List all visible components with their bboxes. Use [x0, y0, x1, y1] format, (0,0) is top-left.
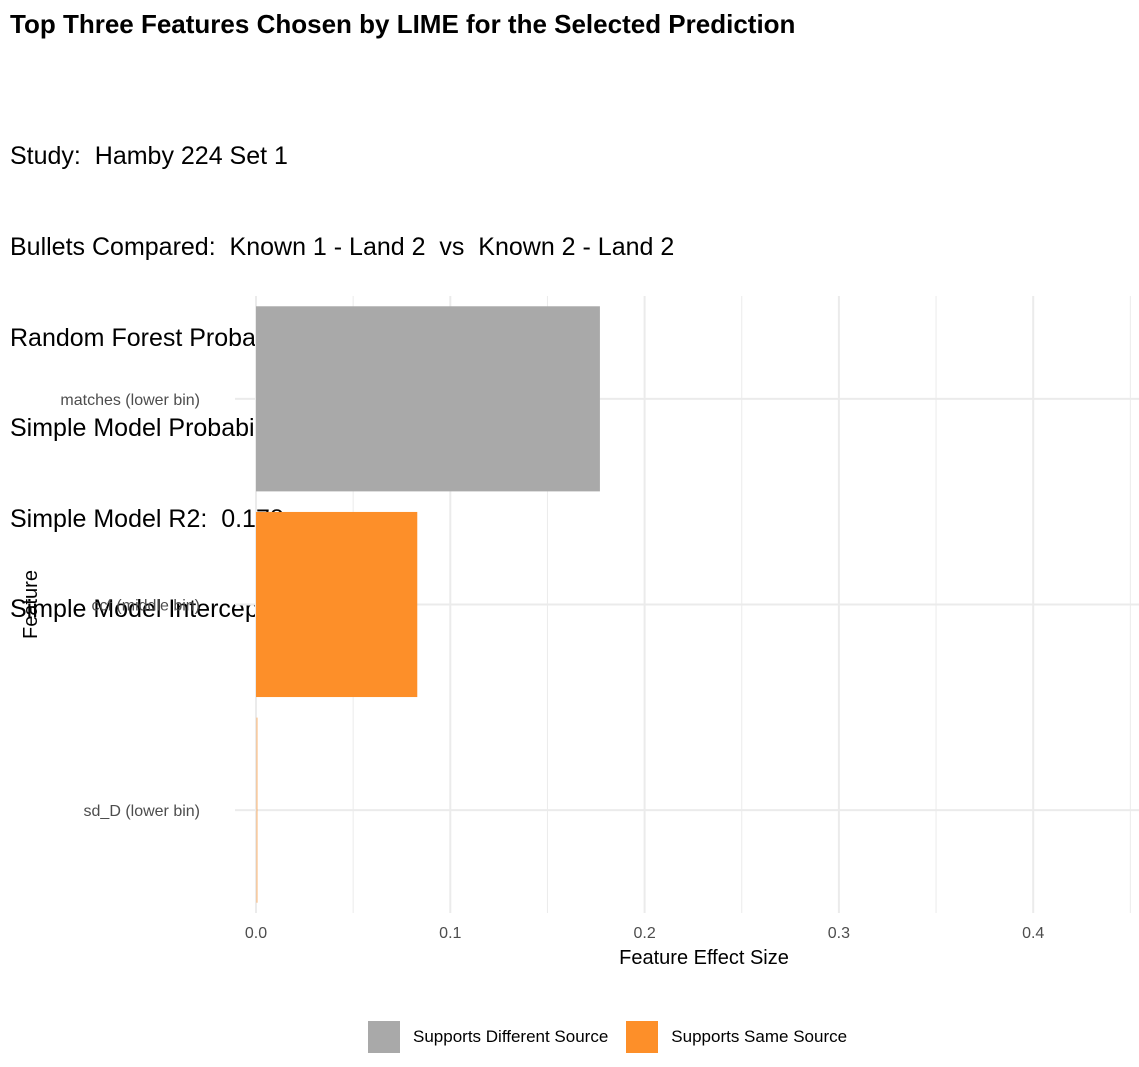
legend: Supports Different Source Supports Same …	[368, 1021, 865, 1053]
x-tick-label: 0.4	[1022, 925, 1044, 942]
y-axis-title: Feature	[20, 570, 42, 639]
legend-item-different-source: Supports Different Source	[368, 1021, 608, 1053]
legend-label-different-source: Supports Different Source	[413, 1027, 609, 1046]
legend-key-different-source	[368, 1021, 400, 1053]
x-axis-title: Feature Effect Size	[619, 947, 789, 969]
legend-label-same-source: Supports Same Source	[671, 1027, 848, 1046]
bar-1	[256, 306, 600, 492]
axis-tick-labels: matches (lower bin) ccf (middle bin) sd_D …	[60, 392, 1044, 942]
y-tick-label: ccf (middle bin)	[92, 598, 200, 615]
x-tick-label: 0.1	[439, 925, 461, 942]
feature-effect-chart: matches (lower bin) ccf (middle bin) sd_D …	[20, 296, 1139, 969]
bar-2	[256, 511, 418, 698]
x-tick-label: 0.3	[828, 925, 850, 942]
chart-title: Top Three Features Chosen by LIME for th…	[10, 9, 796, 39]
legend-item-same-source: Supports Same Source	[626, 1021, 847, 1053]
bar-3	[256, 717, 258, 903]
y-tick-label: sd_D (lower bin)	[84, 803, 200, 820]
subtitle-bullets-compared: Bullets Compared: Known 1 - Land 2 vs Kn…	[10, 233, 675, 262]
y-tick-label: matches (lower bin)	[60, 392, 200, 409]
subtitle-study: Study: Hamby 224 Set 1	[10, 142, 288, 171]
x-tick-label: 0.0	[245, 925, 267, 942]
x-tick-label: 0.2	[633, 925, 655, 942]
bars	[256, 306, 600, 903]
legend-key-same-source	[626, 1021, 659, 1053]
